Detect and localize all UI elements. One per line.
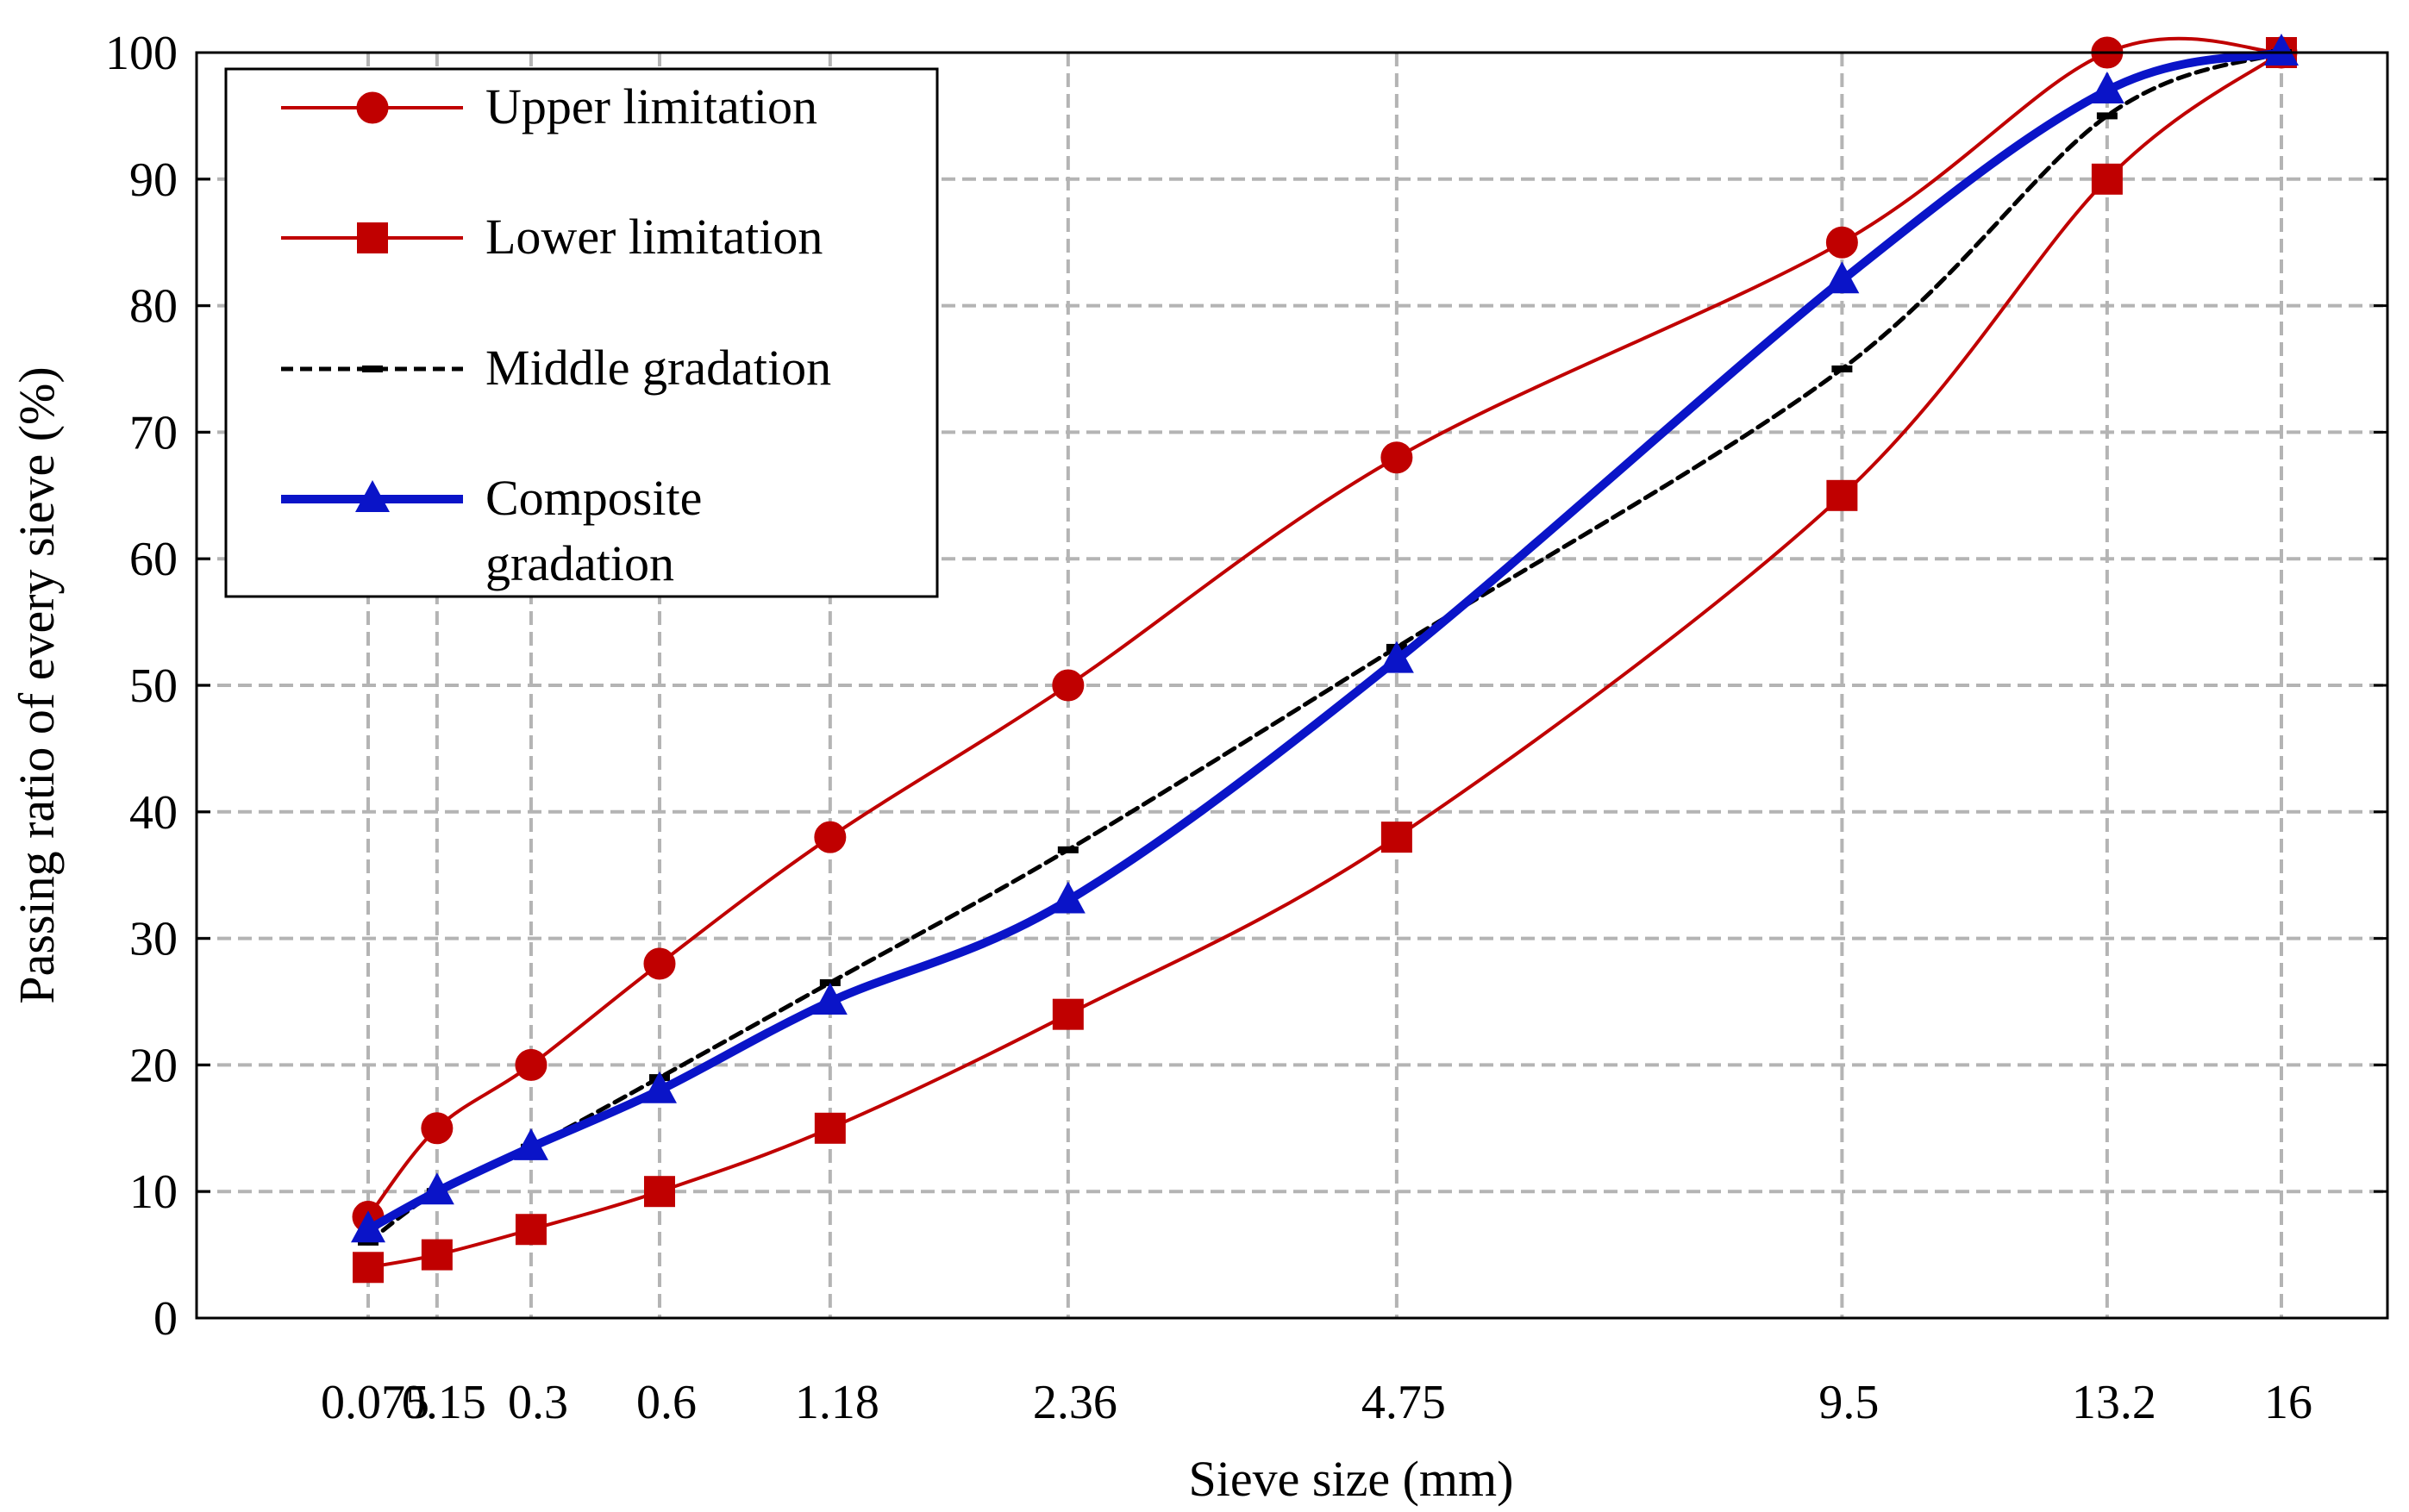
series-line-composite <box>364 48 2286 1234</box>
y-axis-ticks: 0 10 20 30 40 50 60 70 80 90 100 <box>105 27 2387 1346</box>
data-point-lower <box>814 1112 846 1144</box>
data-point-lower <box>643 1176 675 1208</box>
x-tick-label: 9.5 <box>1818 1376 1879 1429</box>
data-point-composite <box>513 1128 548 1160</box>
y-tick-label: 0 <box>153 1292 178 1346</box>
data-point-lower <box>515 1214 547 1246</box>
y-tick-label: 40 <box>129 786 178 840</box>
y-tick-label: 50 <box>129 659 178 713</box>
legend-item-middle: Middle gradation <box>281 340 831 396</box>
y-axis-title: Passing ratio of every sieve (%) <box>9 366 65 1003</box>
legend-item-upper: Upper limitation <box>281 78 817 134</box>
x-tick-label: 13.2 <box>2072 1376 2156 1429</box>
data-point-composite <box>1379 640 1414 673</box>
legend-label: Upper limitation <box>485 78 817 134</box>
data-point-lower <box>421 1239 453 1271</box>
legend: Upper limitation Lower limitation Middle g… <box>224 67 939 598</box>
data-point-lower <box>353 1252 384 1284</box>
legend-frame <box>224 67 939 598</box>
data-point-upper <box>1825 226 1858 259</box>
data-point-composite <box>2264 34 2299 66</box>
data-point-middle <box>1831 366 1853 372</box>
data-point-lower <box>1052 998 1084 1030</box>
data-point-composite <box>419 1172 454 1205</box>
data-point-lower <box>2091 163 2123 195</box>
x-tick-label: 0.075 <box>321 1376 429 1429</box>
legend-swatch-marker <box>355 480 390 512</box>
legend-swatch-marker <box>356 91 389 124</box>
x-tick-label: 1.18 <box>795 1376 879 1429</box>
data-point-composite <box>1824 261 1860 294</box>
data-point-upper <box>643 947 676 980</box>
data-point-middle <box>1057 846 1079 853</box>
y-tick-label: 100 <box>105 27 178 80</box>
y-tick-label: 70 <box>129 406 178 459</box>
y-tick-label: 20 <box>129 1039 178 1092</box>
data-point-composite <box>1050 881 1086 914</box>
x-tick-label: 16 <box>2264 1376 2312 1429</box>
x-axis-title: Sieve size (mm) <box>1189 1451 1514 1507</box>
data-point-upper <box>421 1112 454 1145</box>
legend-item-lower: Lower limitation <box>281 209 823 265</box>
legend-label: gradation <box>485 535 674 591</box>
legend-swatch-marker <box>362 366 383 372</box>
data-point-composite <box>641 1071 677 1103</box>
data-point-composite <box>2089 72 2124 104</box>
y-tick-label: 30 <box>129 913 178 966</box>
data-point-lower <box>1826 479 1858 511</box>
legend-label: Middle gradation <box>485 340 831 396</box>
data-point-upper <box>814 821 847 853</box>
data-point-middle <box>819 978 841 986</box>
data-point-upper <box>1052 669 1085 702</box>
series-composite <box>351 34 2299 1243</box>
x-tick-label: 4.75 <box>1361 1376 1446 1429</box>
x-tick-label: 0.6 <box>636 1376 697 1429</box>
legend-label: Composite <box>485 470 702 526</box>
data-point-composite <box>351 1210 385 1243</box>
y-tick-label: 10 <box>129 1165 178 1219</box>
series-line-lower <box>366 51 2283 1270</box>
data-point-lower <box>1380 822 1412 853</box>
x-tick-label: 0.15 <box>402 1376 486 1429</box>
data-point-upper <box>1380 441 1413 474</box>
legend-swatch-marker <box>357 222 388 253</box>
x-tick-label: 0.3 <box>508 1376 568 1429</box>
y-tick-label: 90 <box>129 153 178 207</box>
data-point-upper <box>515 1048 548 1081</box>
y-tick-label: 80 <box>129 280 178 334</box>
data-point-composite <box>812 983 848 1015</box>
legend-label: Lower limitation <box>485 209 823 265</box>
legend-item-composite: Composite gradation <box>281 470 702 591</box>
x-tick-label: 2.36 <box>1033 1376 1117 1429</box>
y-tick-label: 60 <box>129 533 178 586</box>
data-point-middle <box>2096 112 2118 120</box>
